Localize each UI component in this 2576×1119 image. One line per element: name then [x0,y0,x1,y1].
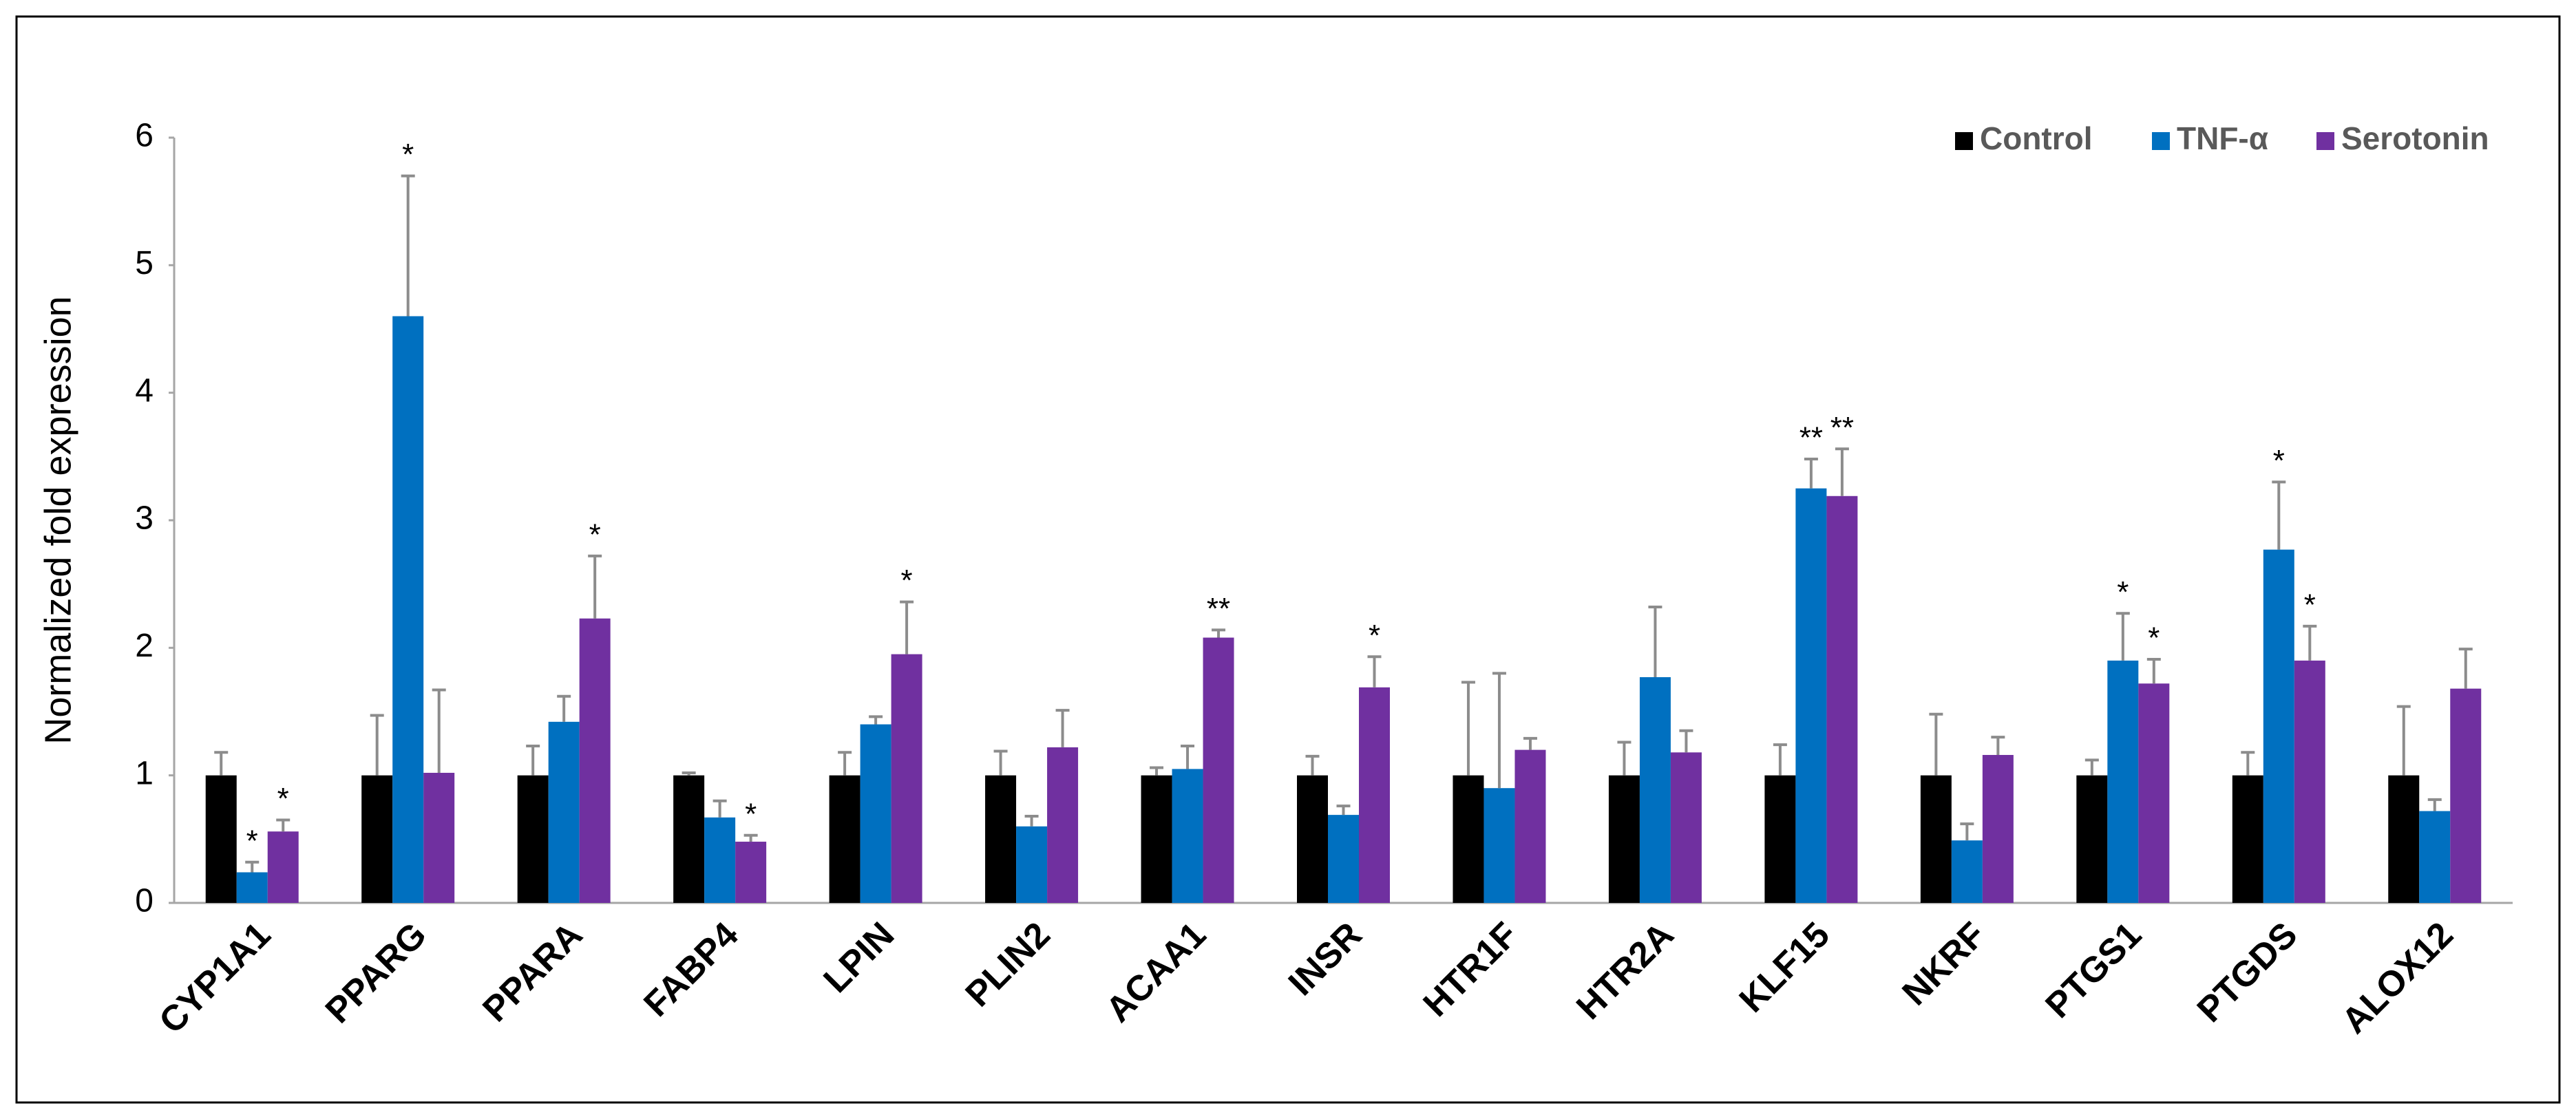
bar [361,775,393,903]
bar [1359,687,1390,903]
bar [673,775,705,903]
bar [205,775,237,903]
bar [1172,769,1203,903]
bar [1047,747,1079,903]
bar [423,772,455,903]
significance-label: ** [1830,411,1854,445]
bar [1608,775,1640,903]
bar [891,654,922,903]
bar [2232,775,2263,903]
bar [1639,676,1671,903]
significance-label: ** [1799,421,1823,455]
significance-label: * [2273,444,2285,478]
bar [548,721,580,903]
bar [1016,826,1048,903]
bar [1982,755,2014,903]
bar [2138,683,2170,903]
bar [267,831,299,903]
bar [1453,775,1484,903]
y-tick-label: 1 [135,755,154,791]
legend-swatch [2152,132,2170,150]
bar [1514,749,1546,903]
y-tick-label: 6 [135,118,154,154]
y-tick-label: 4 [135,372,154,409]
significance-label: * [1369,619,1380,652]
bar [1328,815,1359,903]
frame [15,15,2561,1104]
bar [2263,549,2294,903]
bar [1795,488,1827,903]
bar [2076,775,2108,903]
significance-label: ** [1207,592,1230,626]
significance-label: * [402,138,414,171]
legend-label: TNF-α [2177,120,2268,156]
bar [236,872,268,903]
y-tick-label: 5 [135,245,154,281]
bar [392,316,424,903]
bar [704,817,736,903]
bar [829,775,861,903]
significance-label: * [277,782,289,816]
bar [2388,775,2420,903]
y-tick-label: 3 [135,500,154,537]
y-tick-label: 0 [135,883,154,919]
bar [579,618,611,903]
significance-label: * [2304,588,2316,621]
bar [2419,811,2451,903]
bar [2450,688,2482,903]
significance-label: * [2148,621,2160,655]
significance-label: * [745,797,757,831]
legend-swatch [1955,132,1973,150]
significance-label: * [901,564,913,597]
y-tick-label: 2 [135,628,154,664]
bar [1203,637,1234,903]
legend-label: Control [1980,120,2093,156]
legend-label: Serotonin [2341,120,2489,156]
significance-label: * [589,518,601,552]
bar [1297,775,1328,903]
bar [1951,840,1983,903]
legend-swatch [2316,132,2334,150]
bar [1826,495,1858,903]
bar [1670,752,1702,903]
y-axis-title: Normalized fold expression [37,296,78,744]
bar [860,724,891,903]
bar [1141,775,1172,903]
bar [517,775,549,903]
bar [2294,660,2325,903]
bar [1764,775,1796,903]
bar [735,842,767,903]
significance-label: * [246,824,258,857]
bar [1920,775,1952,903]
bar [985,775,1017,903]
significance-label: * [2117,575,2129,609]
bar [2107,660,2139,903]
bar [1484,788,1515,903]
